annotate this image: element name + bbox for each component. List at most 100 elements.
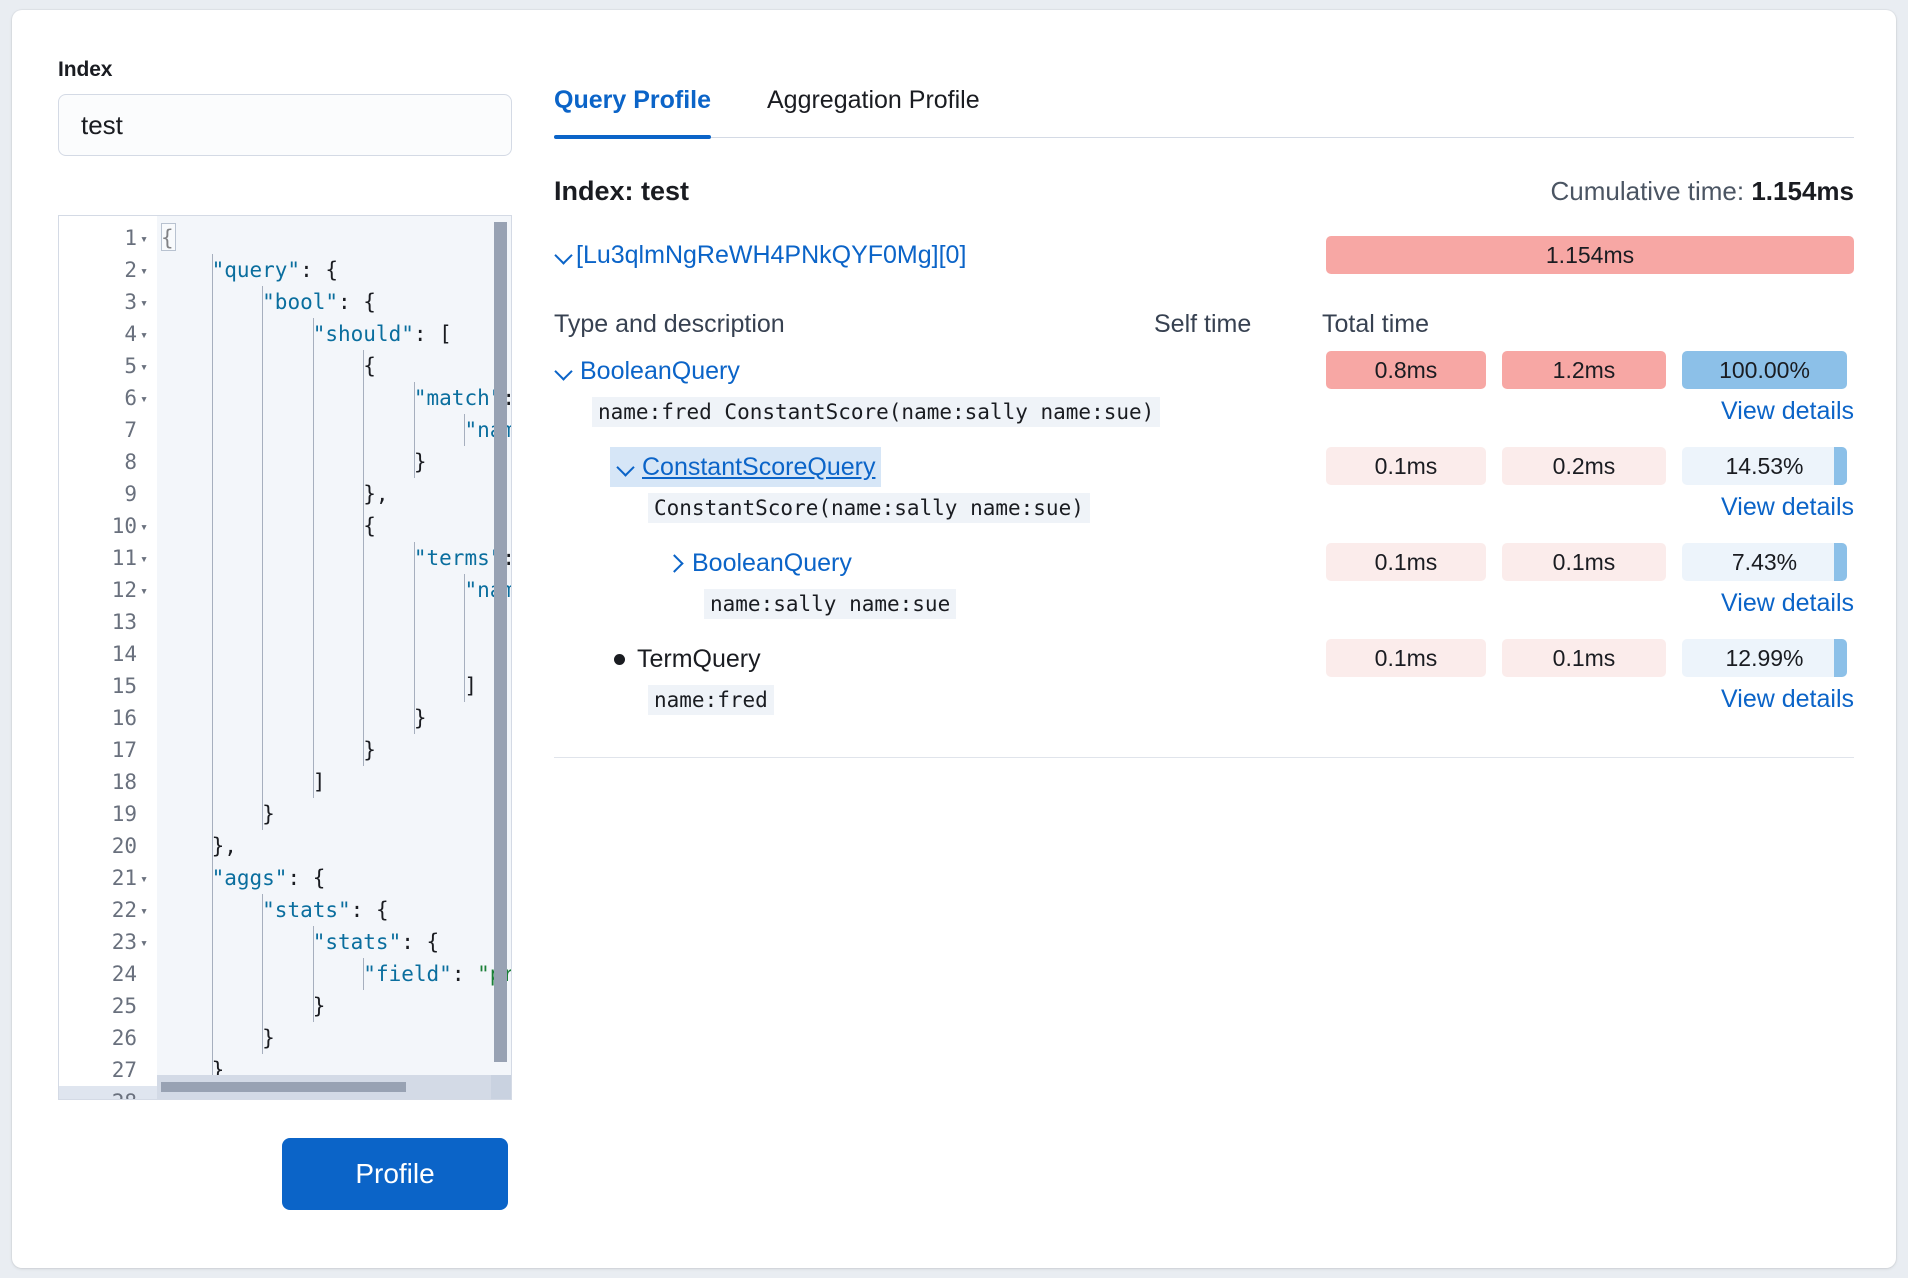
editor-line-number: 27▾	[111, 1058, 137, 1082]
view-details-link[interactable]: View details	[1721, 493, 1854, 521]
editor-code-line[interactable]: "stats": {	[262, 898, 389, 922]
column-header-total: Total time	[1322, 309, 1429, 338]
fold-toggle-icon[interactable]: ▾	[140, 360, 148, 375]
fold-toggle-icon[interactable]: ▾	[140, 264, 148, 279]
query-editor[interactable]: 1▾2▾3▾4▾5▾6▾ 7▾ 8▾ 9▾ 10▾11▾12▾ 13▾ 14▾ 15▾ 16▾ 1…	[58, 215, 512, 1100]
shard-toggle[interactable]: [Lu3qlmNgReWH4PNkQYF0Mg][0]	[554, 241, 966, 270]
editor-line-number: 14▾	[111, 642, 137, 666]
editor-code-line[interactable]: }	[161, 450, 427, 474]
table-header: Type and description Self time Total tim…	[554, 299, 1854, 349]
editor-code-line[interactable]: "match": {	[413, 386, 511, 410]
editor-code-line[interactable]: ]	[161, 674, 478, 698]
query-node-toggle[interactable]: ConstantScoreQuery	[610, 447, 882, 487]
editor-code-line[interactable]: "should": [	[312, 322, 452, 346]
editor-line-number: 13▾	[111, 610, 137, 634]
editor-code-line[interactable]: "name": [	[464, 578, 511, 602]
editor-line-number: 6 ▾	[59, 382, 157, 414]
editor-line-number: 7▾	[124, 418, 137, 442]
query-node-name: ConstantScoreQuery	[642, 452, 876, 481]
query-description: ConstantScore(name:sally name:sue)	[648, 493, 1090, 523]
chevron-down-icon	[554, 245, 574, 265]
editor-code-line[interactable]: }	[161, 802, 275, 826]
editor-line-number: 1 ▾	[59, 222, 157, 254]
view-details-link[interactable]: View details	[1721, 397, 1854, 425]
editor-code-line[interactable]: "field": "price"	[363, 962, 511, 986]
fold-toggle-icon[interactable]: ▾	[140, 584, 148, 599]
percent-bar	[1834, 639, 1847, 677]
editor-code-line[interactable]: "query": {	[211, 258, 339, 282]
editor-line-number: 20▾	[111, 834, 137, 858]
table-row: BooleanQuery name:fred ConstantScore(name…	[554, 349, 1854, 445]
profile-table: Type and description Self time Total tim…	[554, 299, 1854, 758]
editor-code-line[interactable]: "aggs": {	[211, 866, 326, 890]
query-node-toggle[interactable]: BooleanQuery	[666, 543, 852, 583]
total-time-value: 1.2ms	[1502, 351, 1666, 389]
profile-panel: Query Profile Aggregation Profile Index:…	[554, 58, 1854, 758]
fold-toggle-icon[interactable]: ▾	[140, 552, 148, 567]
chevron-right-icon[interactable]	[666, 553, 686, 573]
editor-code-line[interactable]: {	[157, 222, 511, 254]
editor-code-line[interactable]: {	[161, 354, 376, 378]
editor-code-line[interactable]: }	[161, 1026, 275, 1050]
profile-button[interactable]: Profile	[282, 1138, 508, 1210]
editor-code-line[interactable]: }	[161, 994, 326, 1018]
editor-code-line[interactable]: "name": "fred"	[464, 418, 511, 442]
profile-tabs: Query Profile Aggregation Profile	[554, 58, 1854, 139]
editor-code-area[interactable]: { "query": { "bool": { "should": [ { "ma…	[157, 216, 511, 1099]
editor-code-line[interactable]: },	[161, 482, 389, 506]
view-details-link[interactable]: View details	[1721, 589, 1854, 617]
cumulative-time: Cumulative time: 1.154ms	[1550, 176, 1854, 207]
query-description: name:sally name:sue	[704, 589, 957, 619]
editor-line-number: 19▾	[111, 802, 137, 826]
scrollbar-thumb[interactable]	[161, 1082, 406, 1092]
percent-bar	[1834, 543, 1847, 581]
editor-line-number: 10 ▾	[59, 510, 157, 542]
editor-code-line[interactable]: {	[161, 514, 376, 538]
editor-line-number: 15▾	[111, 674, 137, 698]
editor-code-line[interactable]: }	[161, 738, 376, 762]
editor-vertical-scrollbar[interactable]	[494, 222, 507, 1077]
column-header-self: Self time	[1154, 309, 1252, 338]
percent-value: 14.53%	[1682, 447, 1847, 485]
scrollbar-thumb[interactable]	[494, 222, 507, 1062]
query-node-name: TermQuery	[637, 644, 761, 673]
query-node-toggle: TermQuery	[610, 639, 761, 679]
editor-code-line[interactable]: "terms": {	[413, 546, 511, 570]
editor-line-number: 9▾	[124, 482, 137, 506]
percent-bar	[1834, 447, 1847, 485]
fold-toggle-icon[interactable]: ▾	[140, 232, 148, 247]
profile-summary-row: Index: test Cumulative time: 1.154ms	[554, 176, 1854, 207]
editor-horizontal-scrollbar[interactable]	[157, 1075, 511, 1099]
fold-toggle-icon[interactable]: ▾	[140, 904, 148, 919]
fold-toggle-icon[interactable]: ▾	[140, 296, 148, 311]
query-node-name: BooleanQuery	[580, 356, 740, 385]
self-time-value: 0.8ms	[1326, 351, 1486, 389]
shard-row: [Lu3qlmNgReWH4PNkQYF0Mg][0] 1.154ms	[554, 235, 1854, 275]
editor-code-line[interactable]: ]	[161, 770, 326, 794]
table-body: BooleanQuery name:fred ConstantScore(name…	[554, 349, 1854, 733]
editor-line-number: 24▾	[111, 962, 137, 986]
editor-code-line[interactable]: "bool": {	[262, 290, 376, 314]
editor-line-number: 16▾	[111, 706, 137, 730]
column-header-type: Type and description	[554, 309, 785, 338]
editor-code-line[interactable]: }	[161, 706, 427, 730]
editor-code-line[interactable]: "sally",	[157, 606, 511, 638]
fold-toggle-icon[interactable]: ▾	[140, 328, 148, 343]
chevron-down-icon[interactable]	[554, 361, 574, 381]
fold-toggle-icon[interactable]: ▾	[140, 520, 148, 535]
index-input[interactable]	[58, 94, 512, 156]
query-node-toggle[interactable]: BooleanQuery	[554, 351, 740, 391]
page-title: Index: test	[554, 176, 690, 206]
percent-value: 100.00%	[1682, 351, 1847, 389]
fold-toggle-icon[interactable]: ▾	[140, 872, 148, 887]
fold-toggle-icon[interactable]: ▾	[140, 936, 148, 951]
editor-code-line[interactable]: "sue"	[157, 638, 511, 670]
fold-toggle-icon[interactable]: ▾	[140, 392, 148, 407]
chevron-down-icon[interactable]	[616, 457, 636, 477]
tab-aggregation-profile[interactable]: Aggregation Profile	[767, 86, 980, 114]
editor-line-number: 18▾	[111, 770, 137, 794]
editor-code-line[interactable]: "stats": {	[312, 930, 440, 954]
editor-code-line[interactable]: },	[161, 834, 237, 858]
view-details-link[interactable]: View details	[1721, 685, 1854, 713]
tab-query-profile[interactable]: Query Profile	[554, 86, 739, 139]
